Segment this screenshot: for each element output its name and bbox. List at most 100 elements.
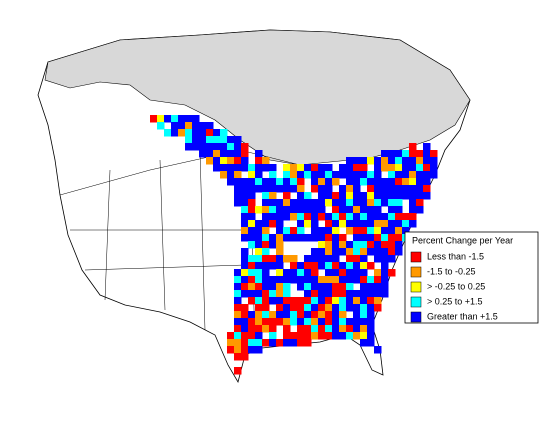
patch bbox=[262, 157, 270, 165]
patch bbox=[234, 157, 242, 165]
patch bbox=[409, 220, 417, 228]
patch bbox=[353, 220, 361, 228]
patch bbox=[346, 248, 354, 256]
patch bbox=[297, 297, 305, 305]
patch bbox=[283, 325, 291, 333]
patch bbox=[276, 304, 284, 312]
patch bbox=[178, 115, 186, 123]
patch bbox=[255, 185, 263, 193]
patch bbox=[360, 332, 368, 340]
patch bbox=[241, 276, 249, 284]
patch bbox=[276, 283, 284, 291]
patch bbox=[269, 178, 277, 186]
patch bbox=[318, 234, 326, 242]
patch bbox=[374, 206, 382, 214]
patch bbox=[339, 297, 347, 305]
patch bbox=[269, 339, 277, 347]
patch bbox=[339, 269, 347, 277]
patch bbox=[360, 339, 368, 347]
patch bbox=[248, 199, 256, 207]
patch bbox=[318, 332, 326, 340]
patch bbox=[360, 248, 368, 256]
patch bbox=[297, 269, 305, 277]
patch bbox=[276, 220, 284, 228]
patch bbox=[311, 262, 319, 270]
patch bbox=[346, 255, 354, 263]
patch bbox=[339, 220, 347, 228]
patch bbox=[199, 136, 207, 144]
patch bbox=[283, 199, 291, 207]
patch bbox=[213, 164, 221, 172]
patch bbox=[157, 122, 165, 130]
patch bbox=[255, 206, 263, 214]
patch bbox=[276, 262, 284, 270]
patch bbox=[255, 178, 263, 186]
patch bbox=[311, 332, 319, 340]
patch bbox=[283, 332, 291, 340]
patch bbox=[164, 129, 172, 137]
patch bbox=[367, 220, 375, 228]
patch bbox=[262, 318, 270, 326]
patch bbox=[353, 297, 361, 305]
patch bbox=[220, 157, 228, 165]
patch bbox=[388, 178, 396, 186]
patch bbox=[262, 192, 270, 200]
patch bbox=[325, 290, 333, 298]
patch bbox=[269, 311, 277, 319]
patch bbox=[276, 276, 284, 284]
patch bbox=[255, 241, 263, 249]
patch bbox=[269, 241, 277, 249]
patch bbox=[367, 332, 375, 340]
patch bbox=[227, 171, 235, 179]
patch bbox=[262, 311, 270, 319]
patch bbox=[297, 227, 305, 235]
patch bbox=[255, 290, 263, 298]
patch bbox=[304, 339, 312, 347]
patch bbox=[346, 227, 354, 235]
patch bbox=[297, 192, 305, 200]
patch bbox=[339, 213, 347, 221]
patch bbox=[353, 213, 361, 221]
patch bbox=[346, 192, 354, 200]
patch bbox=[409, 164, 417, 172]
patch bbox=[367, 318, 375, 326]
patch bbox=[360, 164, 368, 172]
patch bbox=[409, 192, 417, 200]
patch bbox=[234, 164, 242, 172]
patch bbox=[423, 143, 431, 151]
patch bbox=[297, 199, 305, 207]
patch bbox=[353, 276, 361, 284]
patch bbox=[311, 171, 319, 179]
patch bbox=[388, 157, 396, 165]
patch bbox=[353, 164, 361, 172]
patch bbox=[297, 206, 305, 214]
patch bbox=[297, 276, 305, 284]
patch bbox=[304, 255, 312, 263]
patch bbox=[346, 185, 354, 193]
patch bbox=[297, 332, 305, 340]
patch bbox=[290, 199, 298, 207]
patch bbox=[213, 129, 221, 137]
patch bbox=[325, 332, 333, 340]
patch bbox=[248, 178, 256, 186]
patch bbox=[297, 213, 305, 221]
patch bbox=[416, 171, 424, 179]
patch bbox=[332, 255, 340, 263]
patch bbox=[241, 220, 249, 228]
patch bbox=[346, 241, 354, 249]
patch bbox=[325, 325, 333, 333]
patch bbox=[332, 311, 340, 319]
patch bbox=[360, 199, 368, 207]
patch bbox=[269, 290, 277, 298]
patch bbox=[290, 213, 298, 221]
patch bbox=[325, 304, 333, 312]
patch bbox=[381, 178, 389, 186]
patch bbox=[255, 283, 263, 291]
patch bbox=[318, 248, 326, 256]
patch bbox=[416, 178, 424, 186]
patch bbox=[290, 227, 298, 235]
patch bbox=[360, 255, 368, 263]
patch bbox=[381, 220, 389, 228]
patch bbox=[255, 311, 263, 319]
